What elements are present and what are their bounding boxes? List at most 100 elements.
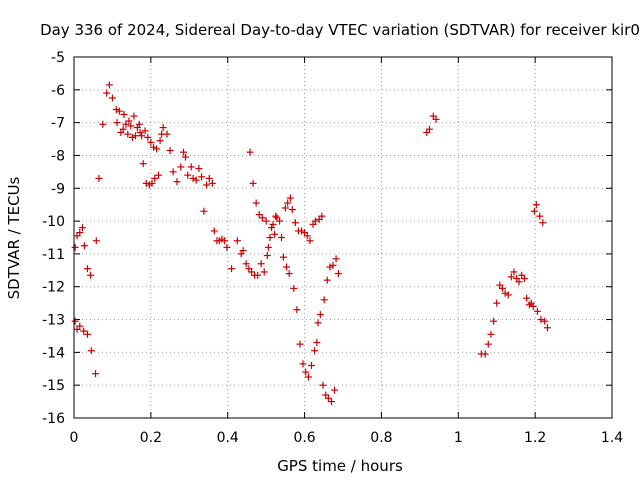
data-point [319,381,327,389]
data-point [249,179,257,187]
data-point [92,237,100,245]
data-point [80,242,88,250]
data-point [113,119,121,127]
data-point [148,179,156,187]
data-point [184,171,192,179]
data-point [314,319,322,327]
data-point [523,294,531,302]
data-point [200,207,208,215]
y-tick-label: -11 [42,247,65,263]
y-tick-label: -15 [42,378,65,394]
data-point [181,153,189,161]
data-point [252,199,260,207]
data-point [153,145,161,153]
data-point [262,217,270,225]
chart-title: Day 336 of 2024, Sidereal Day-to-day VTE… [40,21,640,39]
data-point [504,291,512,299]
data-point [228,265,236,273]
data-point [306,237,314,245]
data-point [71,317,79,325]
data-point [530,207,538,215]
data-point [108,94,116,102]
data-point [147,138,155,146]
data-point [281,204,289,212]
data-point [268,224,276,232]
data-point [180,148,188,156]
data-point [80,327,88,335]
data-point [246,148,254,156]
data-point [125,117,133,125]
data-point [515,278,523,286]
data-point [296,340,304,348]
data-point [299,360,307,368]
data-point [258,214,266,222]
data-point [83,330,91,338]
data-point [99,120,107,128]
y-tick-label: -13 [42,313,65,329]
data-point [533,307,541,315]
data-point [320,296,328,304]
grid [74,57,612,418]
data-point [501,289,509,297]
x-tick-label: 0 [70,430,79,446]
data-point [205,174,213,182]
data-point [332,255,340,263]
data-point [221,237,229,245]
data-point [303,232,311,240]
data-point [307,361,315,369]
data-point [139,160,147,168]
data-point [124,130,132,138]
data-point [269,220,277,228]
data-point [76,322,84,330]
data-point [187,163,195,171]
data-point [313,339,321,347]
data-point [276,217,284,225]
data-point [163,130,171,138]
data-point [537,316,545,324]
data-point [541,317,549,325]
plot-frame [73,56,613,419]
data-point [223,243,231,251]
data-point [279,253,287,261]
data-point [103,89,111,97]
data-point [291,219,299,227]
data-point [529,302,537,310]
data-point [520,275,528,283]
data-point [95,174,103,182]
data-point [304,373,312,381]
data-point [510,268,518,276]
data-point [316,311,324,319]
data-point [484,340,492,348]
data-point [323,276,331,284]
data-point [138,132,146,140]
data-point [155,171,163,179]
data-point [203,181,211,189]
x-tick-label: 0.2 [140,430,162,446]
data-point [290,284,298,292]
data-point [208,179,216,187]
data-point [87,347,95,355]
data-point [76,229,84,237]
data-point [311,347,319,355]
data-point [150,143,158,151]
y-axis-label: SDTVAR / TECUs [5,176,23,299]
data-point [159,124,167,132]
data-point [278,234,286,241]
data-point [327,398,335,406]
data-point [233,237,241,245]
data-point [324,394,332,402]
data-point [260,268,268,276]
data-point [151,174,159,182]
data-point [329,261,337,269]
data-point [284,199,292,207]
data-point [326,263,334,271]
axis-ticks: -16 -15 -14 -13 -12 -11 -10 -9 -8 -7 -6 -5 0 0.2 0.4 0.… [42,50,623,446]
data-point [264,243,272,251]
data-point [189,174,197,182]
data-point [498,284,506,292]
data-point [112,106,120,114]
data-point [166,147,174,155]
data-point [257,260,265,268]
data-point [432,115,440,123]
data-point [156,137,164,145]
